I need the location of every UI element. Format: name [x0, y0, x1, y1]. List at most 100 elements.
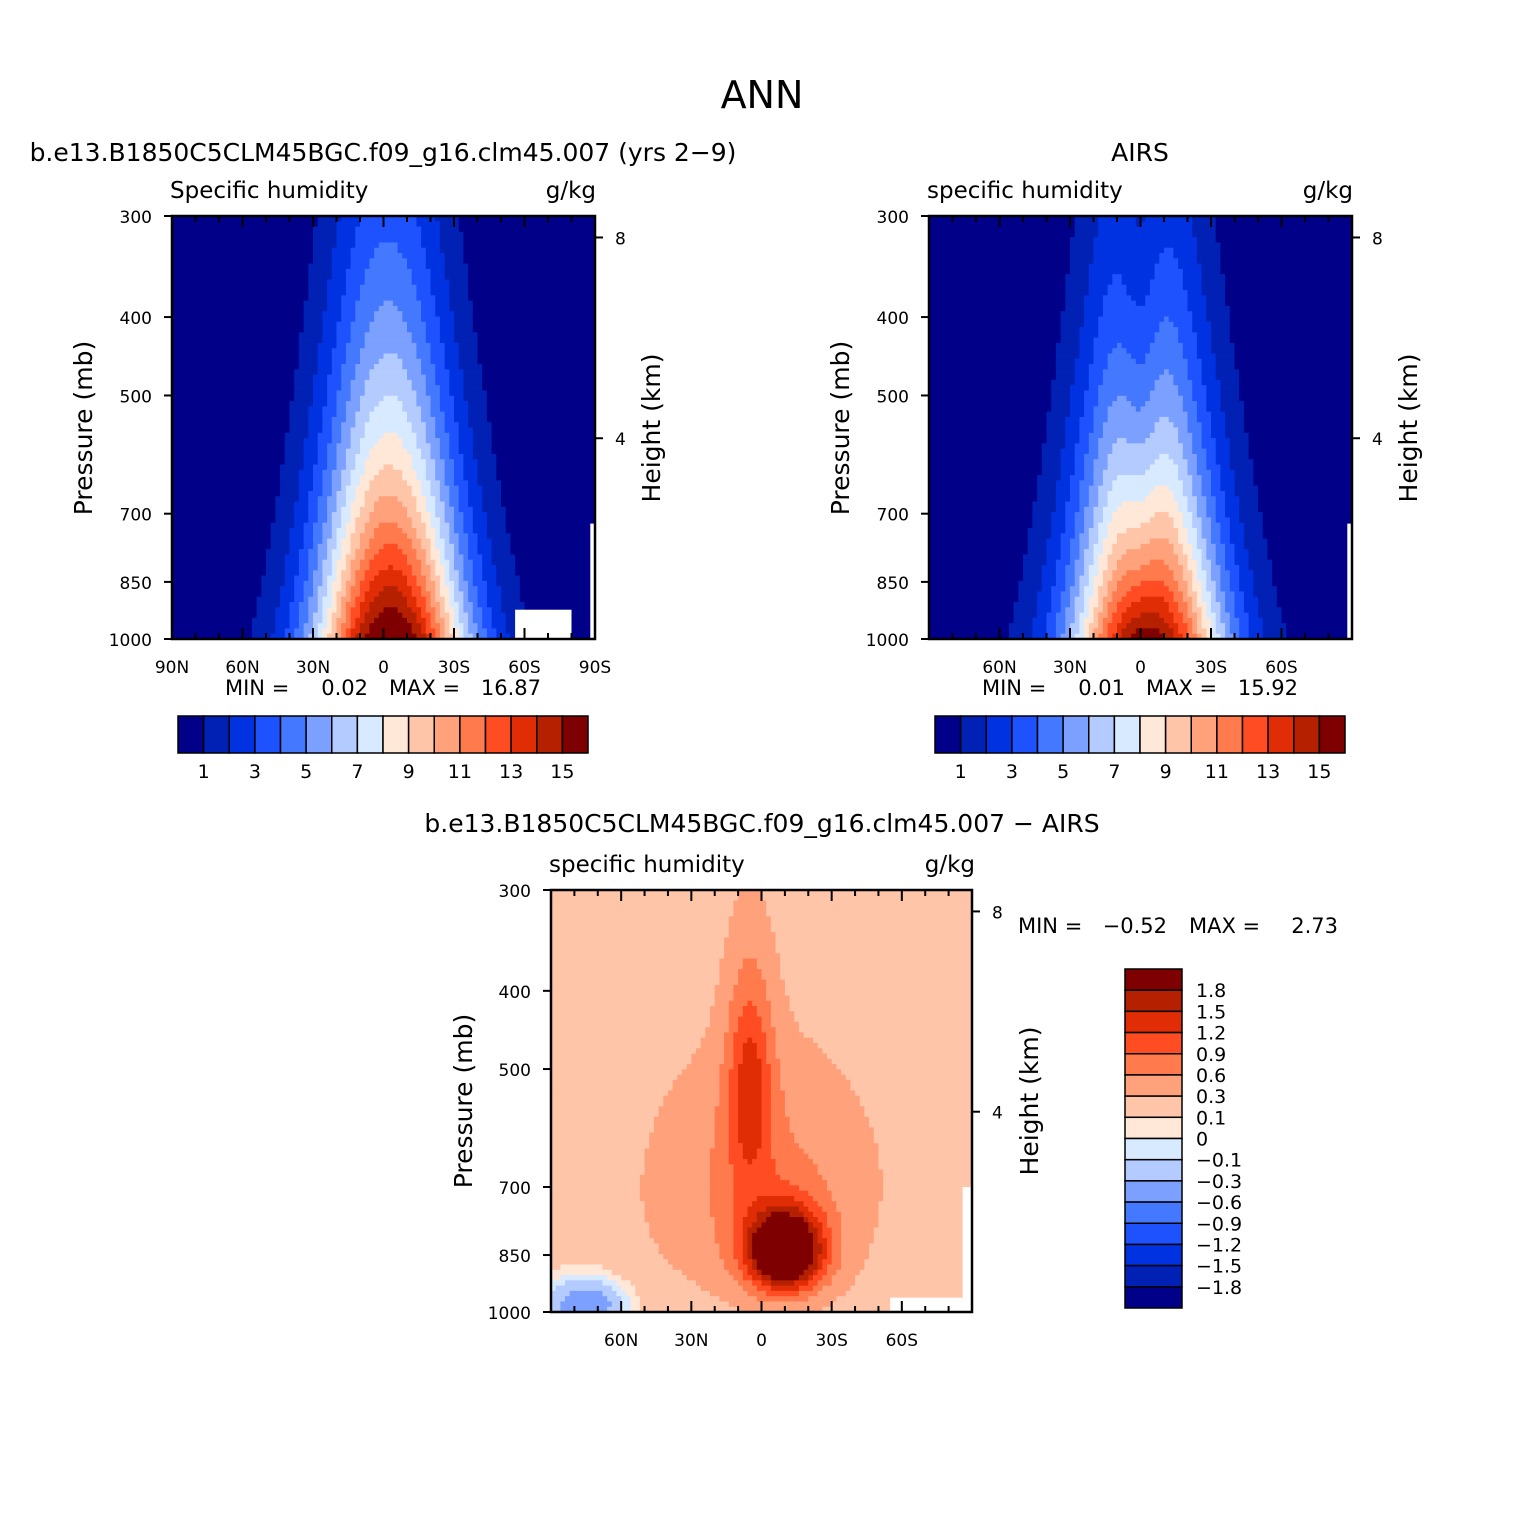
- contour-cell: [1262, 533, 1353, 540]
- contour-cell: [826, 1264, 842, 1271]
- contour-cell: [1211, 575, 1221, 582]
- contour-cell: [1182, 570, 1193, 577]
- contour-cell: [1229, 570, 1240, 577]
- contour-cell: [1093, 459, 1109, 466]
- contour-cell: [1159, 258, 1179, 265]
- contour-cell: [551, 926, 730, 933]
- contour-cell: [454, 564, 464, 571]
- contour-cell: [1098, 601, 1104, 608]
- contour-cell: [710, 1201, 735, 1208]
- contour-cell: [1131, 601, 1170, 608]
- contour-cell: [369, 480, 408, 487]
- contour-cell: [317, 453, 328, 460]
- contour-cell: [1088, 633, 1095, 640]
- contour-cell: [1187, 591, 1198, 598]
- contour-cell: [1065, 290, 1090, 296]
- contour-cell: [1084, 633, 1090, 640]
- contour-cell: [449, 385, 464, 392]
- colorbar-swatch: [1124, 1222, 1183, 1246]
- contour-cell: [303, 628, 314, 635]
- y2-tick-label: 8: [1372, 229, 1383, 249]
- contour-cell: [449, 591, 455, 598]
- contour-cell: [761, 895, 973, 902]
- contour-cell: [635, 1290, 711, 1297]
- contour-cell: [770, 1000, 791, 1007]
- contour-cell: [1060, 554, 1071, 561]
- contour-cell: [463, 628, 469, 635]
- colorbar-swatch: [382, 715, 410, 754]
- contour-cell: [929, 432, 1048, 439]
- contour-cell: [1093, 607, 1104, 614]
- contour-cell: [308, 575, 314, 582]
- contour-cell: [761, 1021, 772, 1028]
- contour-cell: [1046, 416, 1066, 423]
- contour-cell: [322, 612, 328, 619]
- contour-cell: [1112, 512, 1156, 518]
- contour-cell: [275, 607, 291, 614]
- contour-cell: [444, 580, 455, 587]
- contour-cell: [364, 337, 413, 344]
- x-tick-label: 60S: [886, 1331, 918, 1351]
- contour-cell: [486, 395, 596, 402]
- contour-cell: [345, 464, 356, 471]
- contour-cell: [439, 385, 450, 392]
- contour-cell: [345, 448, 361, 455]
- contour-cell: [331, 364, 342, 370]
- contour-cell: [345, 496, 356, 503]
- contour-cell: [1074, 379, 1090, 386]
- contour-cell: [752, 1275, 763, 1281]
- contour-cell: [345, 348, 361, 355]
- contour-cell: [1098, 501, 1109, 508]
- contour-cell: [1229, 311, 1353, 318]
- contour-cell: [560, 1306, 608, 1313]
- contour-cell: [1098, 617, 1104, 624]
- contour-cell: [303, 538, 314, 545]
- contour-cell: [421, 364, 436, 370]
- contour-cell: [1206, 607, 1212, 614]
- colorbar-swatch: [407, 715, 435, 754]
- contour-cell: [360, 543, 370, 550]
- contour-cell: [1159, 327, 1179, 333]
- contour-cell: [621, 1301, 632, 1308]
- contour-cell: [733, 1248, 744, 1255]
- contour-cell: [700, 1042, 725, 1049]
- contour-cell: [1192, 628, 1198, 635]
- contour-cell: [644, 1206, 711, 1213]
- contour-cell: [663, 1253, 720, 1260]
- contour-cell: [430, 591, 436, 598]
- contour-cell: [1243, 406, 1353, 413]
- x-tick-label: 30S: [438, 658, 470, 678]
- panel-model-y2label: Height (km): [637, 354, 666, 503]
- contour-cell: [444, 575, 450, 582]
- contour-cell: [644, 1159, 711, 1165]
- contour-cell: [298, 607, 309, 614]
- contour-cell: [1196, 506, 1207, 513]
- contour-cell: [728, 1148, 744, 1155]
- contour-cell: [251, 628, 276, 635]
- contour-cell: [369, 258, 408, 265]
- contour-cell: [1192, 517, 1203, 524]
- contour-cell: [294, 512, 309, 518]
- contour-cell: [826, 1180, 884, 1187]
- contour-cell: [826, 1238, 833, 1245]
- contour-cell: [775, 1032, 805, 1039]
- contour-cell: [1037, 596, 1052, 603]
- contour-cell: [482, 369, 596, 376]
- contour-cell: [416, 342, 432, 349]
- contour-cell: [1206, 543, 1217, 550]
- contour-cell: [444, 427, 460, 434]
- contour-cell: [1032, 617, 1048, 624]
- contour-cell: [551, 1195, 641, 1202]
- contour-cell: [1140, 564, 1170, 571]
- contour-cell: [1098, 591, 1109, 598]
- contour-cell: [1192, 390, 1207, 397]
- contour-cell: [1088, 490, 1099, 497]
- contour-cell: [1107, 623, 1118, 630]
- contour-cell: [280, 469, 300, 476]
- contour-cell: [766, 1037, 777, 1044]
- contour-cell: [345, 628, 352, 635]
- contour-cell: [714, 990, 735, 997]
- colorbar-swatch: [1036, 715, 1064, 754]
